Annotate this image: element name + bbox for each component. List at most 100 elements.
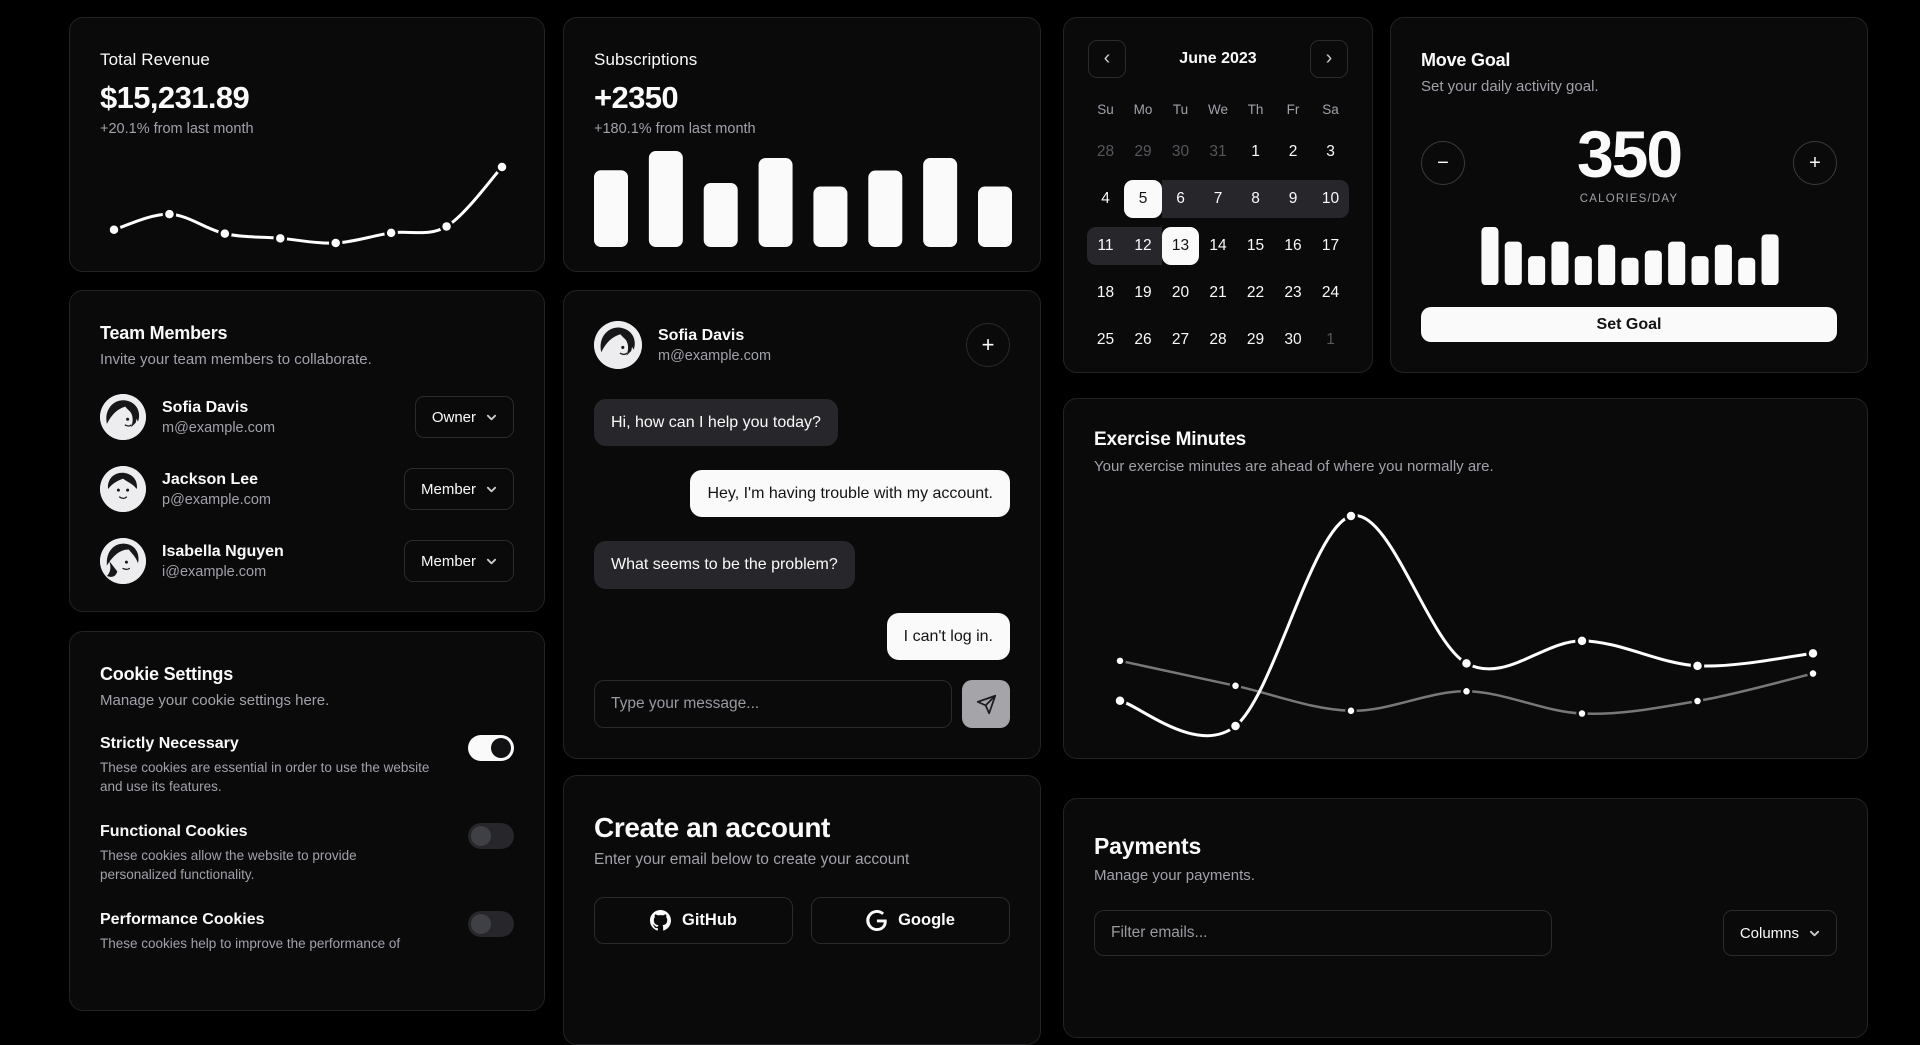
calendar-day[interactable]: 22 — [1246, 284, 1265, 301]
filter-emails-input[interactable] — [1094, 910, 1552, 956]
calendar-day-range-start[interactable]: 5 — [1124, 180, 1162, 218]
calendar-day[interactable]: 20 — [1171, 284, 1190, 301]
total-revenue-change: +20.1% from last month — [100, 121, 254, 137]
calendar-day[interactable]: 25 — [1096, 331, 1115, 348]
cookie-setting-row: Functional Cookies These cookies allow t… — [100, 822, 514, 885]
chat-message-incoming: What seems to be the problem? — [594, 541, 855, 589]
calendar-day[interactable]: 17 — [1321, 237, 1340, 254]
calendar-day[interactable]: 2 — [1288, 143, 1298, 160]
team-members-subtitle: Invite your team members to collaborate. — [100, 351, 372, 368]
total-revenue-value: $15,231.89 — [100, 80, 250, 115]
calendar-day[interactable]: 23 — [1284, 284, 1302, 301]
calendar-next-button[interactable]: › — [1309, 40, 1348, 78]
chat-contact-email: m@example.com — [658, 347, 772, 364]
goal-unit-label: CALORIES/DAY — [1579, 193, 1679, 205]
columns-dropdown-button[interactable]: Columns — [1722, 910, 1837, 956]
calendar-grid: Su Mo Tu We Th Fr Sa 28 29 30 31 1 2 3 4… — [1086, 94, 1350, 359]
calendar-day-in-range[interactable]: 6 — [1161, 180, 1200, 218]
exercise-minutes-subtitle: Your exercise minutes are ahead of where… — [1094, 458, 1494, 475]
calendar-day-in-range[interactable]: 11 — [1086, 227, 1125, 265]
calendar-day-range-end[interactable]: 13 — [1161, 227, 1200, 265]
cookie-settings-card: Cookie Settings Manage your cookie setti… — [69, 631, 545, 1011]
calendar-day[interactable]: 27 — [1171, 331, 1190, 348]
increase-goal-button[interactable]: + — [1793, 141, 1837, 185]
functional-cookies-toggle[interactable] — [468, 822, 514, 849]
columns-label: Columns — [1739, 924, 1799, 942]
total-revenue-card: Total Revenue $15,231.89 +20.1% from las… — [69, 17, 545, 272]
calendar-day[interactable]: 19 — [1134, 284, 1152, 301]
chat-message-incoming: Hi, how can I help you today? — [594, 399, 838, 447]
github-button[interactable]: GitHub — [594, 897, 793, 944]
new-chat-button[interactable]: + — [966, 323, 1010, 367]
weekday-label: Mo — [1133, 101, 1153, 117]
revenue-line-chart — [107, 160, 509, 250]
calendar-day[interactable]: 31 — [1209, 143, 1227, 160]
google-button[interactable]: Google — [811, 897, 1010, 944]
weekday-label: We — [1207, 101, 1228, 117]
team-member-row: Jackson Lee p@example.com Member — [100, 466, 514, 512]
calendar-day-in-range[interactable]: 9 — [1274, 180, 1312, 218]
calendar-day[interactable]: 30 — [1171, 143, 1190, 160]
set-goal-button[interactable]: Set Goal — [1421, 307, 1837, 342]
cookie-description: These cookies are essential in order to … — [100, 760, 430, 794]
role-select-button[interactable]: Member — [403, 540, 514, 582]
create-account-subtitle: Enter your email below to create your ac… — [594, 851, 910, 868]
calendar-day[interactable]: 4 — [1101, 190, 1110, 207]
cookie-settings-subtitle: Manage your cookie settings here. — [100, 692, 330, 709]
toggle-knob — [471, 825, 491, 846]
calendar-day[interactable]: 30 — [1284, 331, 1302, 348]
calendar-day[interactable]: 28 — [1209, 331, 1227, 348]
toggle-knob — [471, 913, 491, 934]
subscriptions-card: Subscriptions +2350 +180.1% from last mo… — [563, 17, 1041, 272]
calendar-day[interactable]: 21 — [1209, 284, 1227, 301]
calendar-day[interactable]: 18 — [1096, 284, 1115, 301]
calendar-day-in-range[interactable]: 12 — [1124, 227, 1162, 265]
role-label: Member — [420, 480, 476, 498]
avatar — [100, 466, 146, 512]
send-button[interactable] — [962, 680, 1010, 728]
strictly-necessary-toggle[interactable] — [468, 735, 514, 761]
member-name: Sofia Davis — [162, 398, 249, 416]
calendar-day[interactable]: 14 — [1209, 237, 1227, 254]
calendar-day-in-range[interactable]: 10 — [1311, 180, 1350, 218]
calendar-day-in-range[interactable]: 8 — [1236, 180, 1275, 218]
calendar-day[interactable]: 16 — [1284, 237, 1302, 254]
calendar-day[interactable]: 28 — [1096, 143, 1115, 160]
toggle-knob — [491, 738, 511, 758]
create-account-title: Create an account — [594, 812, 830, 843]
calendar-day[interactable]: 1 — [1251, 143, 1260, 160]
calendar-day[interactable]: 3 — [1326, 143, 1335, 160]
calendar-day[interactable]: 1 — [1326, 331, 1335, 348]
goal-value: 350 — [1576, 117, 1683, 191]
chat-message-input[interactable] — [594, 680, 952, 728]
move-goal-title: Move Goal — [1421, 50, 1511, 70]
role-select-button[interactable]: Owner — [414, 396, 514, 438]
calendar-day[interactable]: 26 — [1134, 331, 1152, 348]
avatar — [594, 321, 642, 369]
performance-cookies-toggle[interactable] — [468, 910, 514, 937]
github-label: GitHub — [682, 911, 737, 929]
decrease-goal-button[interactable]: − — [1421, 141, 1465, 185]
calendar-day[interactable]: 24 — [1321, 284, 1340, 301]
move-goal-bar-chart — [1481, 227, 1779, 286]
team-member-row: Isabella Nguyen i@example.com Member — [100, 538, 514, 584]
role-select-button[interactable]: Member — [403, 468, 514, 510]
chevron-down-icon — [1809, 930, 1820, 936]
calendar-day-in-range[interactable]: 7 — [1199, 180, 1237, 218]
calendar-day[interactable]: 15 — [1246, 237, 1265, 254]
plus-icon: + — [981, 332, 995, 357]
google-label: Google — [898, 911, 955, 929]
calendar-day[interactable]: 29 — [1246, 331, 1265, 348]
calendar-prev-button[interactable]: ‹ — [1088, 40, 1126, 78]
chat-header: Sofia Davis m@example.com + — [594, 321, 1010, 369]
team-members-title: Team Members — [100, 323, 228, 343]
github-icon — [650, 910, 671, 931]
member-email: p@example.com — [162, 491, 272, 508]
chat-contact-name: Sofia Davis — [658, 326, 745, 344]
subscriptions-title: Subscriptions — [594, 50, 698, 69]
weekday-label: Fr — [1286, 101, 1300, 117]
oauth-buttons: GitHub Google — [594, 897, 1010, 944]
exercise-minutes-card: Exercise Minutes Your exercise minutes a… — [1063, 398, 1868, 759]
calendar-day[interactable]: 29 — [1134, 143, 1152, 160]
payments-card: Payments Manage your payments. Columns — [1063, 798, 1868, 1038]
